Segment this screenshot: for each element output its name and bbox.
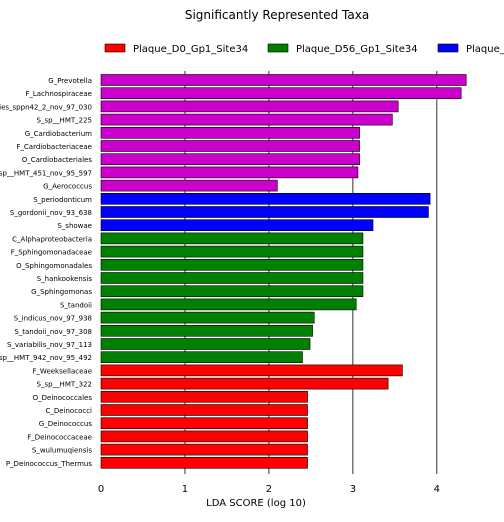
bar xyxy=(100,219,374,231)
category-label: S_hankookensis xyxy=(37,275,93,283)
category-label: P_Deinococcus_Thermus xyxy=(6,460,93,468)
category-label: G_Sphingomonas xyxy=(31,288,92,296)
bar xyxy=(100,443,308,456)
bar xyxy=(100,153,360,165)
bar xyxy=(100,364,403,377)
category-label: G_Aerococcus xyxy=(43,183,92,191)
bar xyxy=(100,285,364,298)
bars xyxy=(100,74,467,469)
bar xyxy=(100,351,303,364)
category-label: S_sp__HMT_225 xyxy=(37,117,92,125)
bar xyxy=(100,127,360,139)
x-tick-label: 2 xyxy=(266,484,272,495)
category-label: F_Lachnospiraceae xyxy=(25,90,92,98)
bar xyxy=(100,298,357,311)
category-label: G_Deinococcus xyxy=(39,420,93,428)
category-label: S_showae xyxy=(57,222,92,230)
category-labels: G_Prevotella F_Lachnospiraceae ies_sppn42_… xyxy=(0,77,92,468)
category-label: S_periodonticum xyxy=(33,196,92,204)
legend-swatch xyxy=(267,43,289,53)
category-label: S_indicus_nov_97_938 xyxy=(14,315,92,323)
category-label: S_gordonii_nov_93_638 xyxy=(10,209,92,217)
legend-swatch xyxy=(104,43,126,53)
category-label: sp__HMT_451_nov_95_597 xyxy=(0,169,92,177)
bar xyxy=(100,140,360,152)
category-label: F_Weeksellaceae xyxy=(32,367,92,375)
bar xyxy=(100,206,429,218)
x-tick-label: 0 xyxy=(98,484,104,495)
category-label: S_sp__HMT_322 xyxy=(37,381,92,389)
bar xyxy=(100,179,278,192)
bar xyxy=(100,100,399,113)
bar xyxy=(100,324,313,337)
x-tick-label: 3 xyxy=(350,484,356,495)
category-label: ies_sppn42_2_nov_97_030 xyxy=(0,103,92,111)
x-axis-label: LDA SCORE (log 10) xyxy=(206,498,306,509)
category-label: F_Deinococcaceae xyxy=(27,433,92,441)
category-label: S_wulumuqiensis xyxy=(32,447,92,455)
bar xyxy=(100,338,311,350)
legend-label: Plaque_D56_Gp1_Site34 xyxy=(296,44,418,55)
bar xyxy=(100,430,308,443)
bar xyxy=(100,456,308,469)
category-label: G_Prevotella xyxy=(48,77,92,85)
legend-swatch xyxy=(437,43,459,53)
category-label: O_Cardiobacteriales xyxy=(22,156,93,164)
bar xyxy=(100,311,315,324)
x-tick-label: 4 xyxy=(434,484,440,495)
legend-label: Plaque_ xyxy=(466,44,504,55)
bar xyxy=(100,87,462,99)
category-label: S_tandoii_nov_97_308 xyxy=(14,328,92,336)
chart-title: Significantly Represented Taxa xyxy=(185,8,369,22)
bar xyxy=(100,377,389,390)
category-label: O_Deinococcales xyxy=(33,394,93,402)
category-label: C_Deinococci xyxy=(45,407,92,415)
category-label: G_Cardiobacterium xyxy=(25,130,92,138)
bar xyxy=(100,390,308,403)
legend-label: Plaque_D0_Gp1_Site34 xyxy=(133,44,248,55)
category-label: F_Sphingomonadaceae xyxy=(11,249,92,257)
category-label: S_tandoii xyxy=(60,301,92,309)
category-label: F_Cardiobacteriaceae xyxy=(16,143,92,151)
bar xyxy=(100,258,364,271)
bar xyxy=(100,166,359,179)
bar xyxy=(100,74,467,86)
bar xyxy=(100,113,393,126)
bar xyxy=(100,272,364,284)
category-label: C_Alphaproteobacteria xyxy=(12,235,92,243)
bar xyxy=(100,404,308,416)
bar xyxy=(100,232,364,245)
legend: Plaque_D0_Gp1_Site34 Plaque_D56_Gp1_Site3… xyxy=(104,43,504,55)
bar xyxy=(100,417,308,430)
x-tick-label: 1 xyxy=(182,484,188,495)
bar xyxy=(100,245,364,258)
category-label: S_variabilis_nov_97_113 xyxy=(7,341,92,349)
x-axis-ticks: 0 1 2 3 4 xyxy=(98,484,440,495)
category-label: sp__HMT_942_nov_95_492 xyxy=(0,354,92,362)
bar xyxy=(100,193,431,205)
category-label: O_Sphingomonadales xyxy=(16,262,92,270)
